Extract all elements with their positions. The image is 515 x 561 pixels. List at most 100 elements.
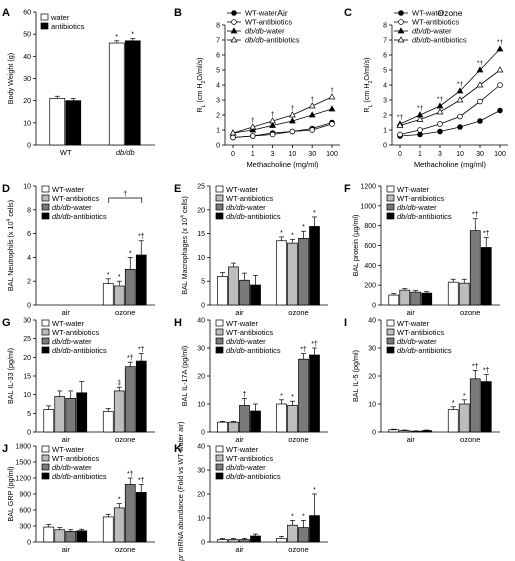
y-axis-label: BAL IL-33 (pg/ml) bbox=[6, 348, 15, 404]
data-point bbox=[456, 87, 464, 94]
legend-label: db/db-water bbox=[397, 337, 437, 346]
panel-letter: G bbox=[2, 317, 11, 329]
label-italic: db/db bbox=[52, 463, 71, 472]
label-text: µg bbox=[351, 227, 360, 235]
label-italic: db/db bbox=[397, 337, 416, 346]
x-tick-label: 30 bbox=[476, 151, 484, 158]
legend-swatch bbox=[215, 203, 224, 211]
chart-title: Air bbox=[277, 8, 288, 18]
y-tick-label: 6 bbox=[216, 53, 220, 60]
data-point bbox=[497, 82, 503, 88]
label-text: R bbox=[362, 107, 371, 112]
label-italic: db/db bbox=[412, 36, 431, 45]
panel-H: H 0 10 20 30 40 BAL IL-17A (pg/ml) air † ozone * * *… bbox=[174, 317, 328, 444]
legend-label: db/db-antibiotics bbox=[226, 212, 281, 221]
legend-swatch bbox=[215, 445, 224, 453]
label-italic: db/db bbox=[226, 337, 245, 346]
data-point bbox=[456, 96, 464, 103]
label-italic: db/db bbox=[226, 346, 245, 355]
label-text: -water bbox=[416, 337, 437, 346]
series-line bbox=[232, 96, 333, 134]
significance-mark: * bbox=[280, 230, 283, 237]
bar bbox=[65, 530, 77, 543]
data-point bbox=[417, 131, 423, 138]
legend-swatch bbox=[215, 472, 224, 480]
x-tick-label: 3 bbox=[438, 151, 442, 158]
significance-mark: * bbox=[118, 274, 121, 281]
data-point bbox=[477, 118, 483, 124]
bracket-mark: † bbox=[123, 191, 127, 198]
data-point bbox=[496, 45, 504, 52]
x-tick-label: air bbox=[407, 435, 416, 444]
legend: WT-waterWT-antibioticsdb/db-waterdb/db-a… bbox=[386, 319, 452, 355]
y-tick-label: 8 bbox=[216, 23, 220, 30]
bar bbox=[276, 240, 287, 306]
legend-label: db/db-water bbox=[412, 27, 452, 36]
y-tick-label: 0 bbox=[372, 303, 376, 310]
legend-swatch bbox=[41, 194, 50, 202]
bar bbox=[239, 279, 250, 306]
legend-swatch bbox=[215, 328, 224, 336]
y-tick-label: 40 bbox=[368, 318, 376, 325]
label-text: WT-water bbox=[226, 445, 259, 454]
bar bbox=[135, 254, 147, 306]
bar bbox=[43, 526, 55, 543]
legend-swatch bbox=[41, 463, 50, 471]
legend-label: WT-antibiotics bbox=[226, 194, 273, 203]
bar bbox=[388, 294, 400, 306]
y-tick-label: 0 bbox=[27, 540, 31, 547]
data-point bbox=[437, 128, 443, 135]
data-point bbox=[396, 121, 404, 128]
label-text: -water bbox=[431, 27, 452, 36]
bar bbox=[298, 238, 309, 306]
legend-label: WT-antibiotics bbox=[245, 18, 292, 27]
bar bbox=[76, 392, 88, 433]
y-tick-label: 3 bbox=[383, 98, 387, 105]
label-text: -antibiotics bbox=[71, 346, 107, 355]
significance-mark: * bbox=[302, 513, 305, 520]
label-text: WT-antibiotics bbox=[226, 328, 273, 337]
legend-label: WT-water bbox=[226, 319, 259, 328]
y-tick-label: 1200 bbox=[360, 184, 376, 191]
x-tick-label: air bbox=[235, 435, 244, 444]
panel-A: A 0 10 20 30 40 50 60 Body Weight (g) WT db/db * * wa… bbox=[2, 7, 155, 157]
legend-swatch bbox=[386, 346, 395, 354]
legend-label: WT-water bbox=[245, 9, 278, 18]
bar bbox=[309, 515, 320, 543]
data-point bbox=[477, 98, 483, 105]
label-text: H bbox=[362, 83, 371, 88]
bar bbox=[410, 430, 422, 433]
legend-label: WT-antibiotics bbox=[52, 328, 99, 337]
legend-label: db/db-antibiotics bbox=[52, 472, 107, 481]
y-axis-label: BAL Macrophages (x 104 cells) bbox=[180, 196, 189, 294]
y-tick-label: 0 bbox=[201, 303, 205, 310]
y-axis-label: BAL GRP (pg/ml) bbox=[6, 466, 15, 521]
label-text: /ml) bbox=[351, 215, 360, 227]
y-axis-label: BAL Neutrophils (x 104 cells) bbox=[6, 200, 15, 291]
label-italic: db/db bbox=[226, 472, 245, 481]
label-text: WT-antibiotics bbox=[397, 328, 444, 337]
x-tick-label: ozone bbox=[115, 545, 135, 554]
y-tick-label: 30 bbox=[368, 346, 376, 353]
bar bbox=[76, 530, 88, 543]
legend-label: db/db-antibiotics bbox=[226, 346, 281, 355]
data-point bbox=[437, 121, 443, 127]
legend-swatch bbox=[215, 337, 224, 345]
significance-mark: *† bbox=[417, 105, 424, 112]
bar bbox=[124, 366, 136, 433]
y-tick-label: 15 bbox=[23, 374, 31, 381]
y-tick-label: 8 bbox=[383, 23, 387, 30]
legend-label: db/db-water bbox=[226, 337, 266, 346]
data-point bbox=[289, 111, 296, 118]
chart-title: Ozone bbox=[437, 8, 462, 18]
label-italic: db/db bbox=[226, 212, 245, 221]
series-line bbox=[399, 110, 501, 137]
bar bbox=[399, 289, 411, 306]
legend-swatch bbox=[215, 454, 224, 462]
label-text: -water bbox=[264, 27, 285, 36]
panel-letter: D bbox=[2, 183, 10, 195]
label-text: mRNA abundance (Fold vs WT-water air) bbox=[176, 422, 185, 555]
significance-mark: *† bbox=[300, 347, 307, 354]
x-tick-label: ozone bbox=[288, 308, 308, 317]
